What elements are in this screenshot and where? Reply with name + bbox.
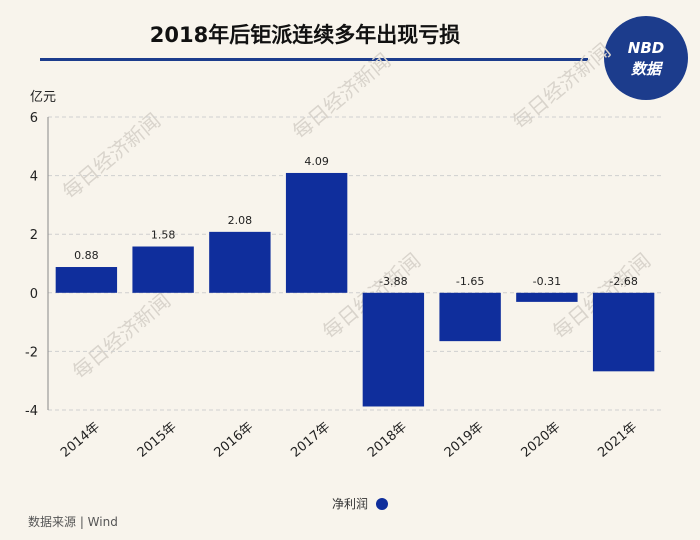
y-tick-label: -2 xyxy=(25,345,38,360)
data-source: 数据来源 | Wind xyxy=(28,514,118,529)
x-tick-label: 2020年 xyxy=(518,420,563,461)
bar xyxy=(362,292,425,407)
x-tick-label: 2014年 xyxy=(58,420,103,461)
bar xyxy=(55,267,118,293)
title-rule xyxy=(40,58,588,61)
data-label: -1.65 xyxy=(456,275,484,288)
watermarks: 每日经济新闻每日经济新闻每日经济新闻每日经济新闻每日经济新闻每日经济新闻 xyxy=(58,38,655,384)
y-tick-label: -4 xyxy=(25,404,38,419)
data-label: 4.09 xyxy=(304,155,329,168)
bar xyxy=(132,246,194,293)
data-label: -2.68 xyxy=(609,275,637,288)
x-tick-label: 2021年 xyxy=(595,420,640,461)
legend-label: 净利润 xyxy=(332,497,368,511)
bar xyxy=(209,231,271,293)
x-tick-label: 2016年 xyxy=(211,420,256,461)
data-label: -0.31 xyxy=(533,275,561,288)
bar xyxy=(439,292,501,342)
y-axis-ticks: 6 4 2 0 -2 -4 xyxy=(25,111,38,419)
legend-swatch xyxy=(376,498,388,510)
y-tick-label: 6 xyxy=(30,111,38,126)
y-tick-label: 0 xyxy=(30,287,38,302)
x-axis-ticks: 2014年 2015年 2016年 2017年 2018年 2019年 2020年 2021年 xyxy=(58,420,640,461)
logo-line1: NBD xyxy=(628,39,664,57)
watermark-text: 每日经济新闻 xyxy=(58,108,165,204)
x-tick-label: 2017年 xyxy=(288,420,333,461)
bar xyxy=(592,292,655,372)
bars xyxy=(55,172,655,407)
watermark-text: 每日经济新闻 xyxy=(68,288,175,384)
y-tick-label: 4 xyxy=(30,170,38,185)
logo-line2: 数据 xyxy=(631,60,664,78)
watermark-text: 每日经济新闻 xyxy=(288,48,395,144)
x-tick-label: 2019年 xyxy=(442,420,487,461)
y-tick-label: 2 xyxy=(30,228,38,243)
y-axis-unit: 亿元 xyxy=(30,90,56,105)
legend: 净利润 xyxy=(332,497,388,511)
data-label: -3.88 xyxy=(379,275,407,288)
data-label: 0.88 xyxy=(74,249,99,262)
chart-title: 2018年后钜派连续多年出现亏损 xyxy=(150,23,460,47)
data-labels: 0.88 1.58 2.08 4.09 -3.88 -1.65 -0.31 -2.68 xyxy=(74,155,638,288)
x-tick-label: 2015年 xyxy=(135,420,180,461)
data-label: 2.08 xyxy=(228,214,253,227)
x-tick-label: 2018年 xyxy=(365,420,410,461)
bar xyxy=(285,172,348,293)
data-label: 1.58 xyxy=(151,229,176,242)
watermark-text: 每日经济新闻 xyxy=(508,38,615,134)
bar xyxy=(516,292,578,302)
nbd-logo: NBD 数据 xyxy=(604,16,688,100)
